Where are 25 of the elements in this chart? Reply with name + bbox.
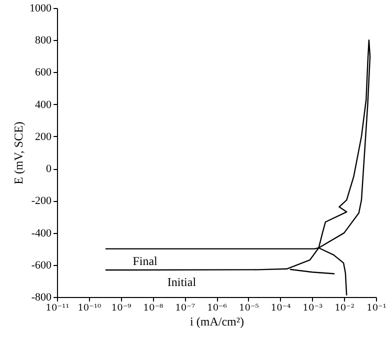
- x-tick-label: 10⁻⁵: [238, 304, 260, 314]
- y-tick-label: -600: [31, 259, 52, 272]
- y-tick-label: -800: [31, 292, 52, 304]
- y-tick-label: 400: [35, 98, 52, 111]
- x-tick-label: 10⁻⁹: [111, 304, 132, 314]
- y-tick-label: 600: [35, 66, 52, 79]
- y-tick-label: 0: [46, 163, 52, 176]
- x-tick-label: 10⁻⁶: [207, 304, 228, 314]
- y-axis-title: E (mV, SCE): [12, 122, 26, 184]
- x-tick-label: 10⁻²: [334, 304, 355, 314]
- x-tick-label: 10⁻¹: [366, 304, 386, 314]
- x-tick-label: 10⁻³: [302, 304, 323, 314]
- x-tick-label: 10⁻⁴: [270, 304, 292, 314]
- x-tick-label: 10⁻¹¹: [46, 304, 70, 314]
- x-tick-label: 10⁻¹⁰: [78, 304, 102, 314]
- series-label: Initial: [167, 274, 197, 289]
- x-tick-label: 10⁻⁸: [143, 304, 164, 314]
- x-axis-title: i (mA/cm²): [190, 314, 244, 328]
- y-tick-label: -200: [31, 195, 52, 208]
- y-tick-label: 200: [35, 130, 52, 143]
- series-label: Final: [132, 254, 158, 268]
- y-tick-label: -400: [31, 227, 52, 240]
- y-tick-label: 1000: [30, 2, 52, 14]
- x-tick-label: 10⁻⁷: [175, 304, 196, 314]
- y-tick-label: 800: [35, 34, 52, 47]
